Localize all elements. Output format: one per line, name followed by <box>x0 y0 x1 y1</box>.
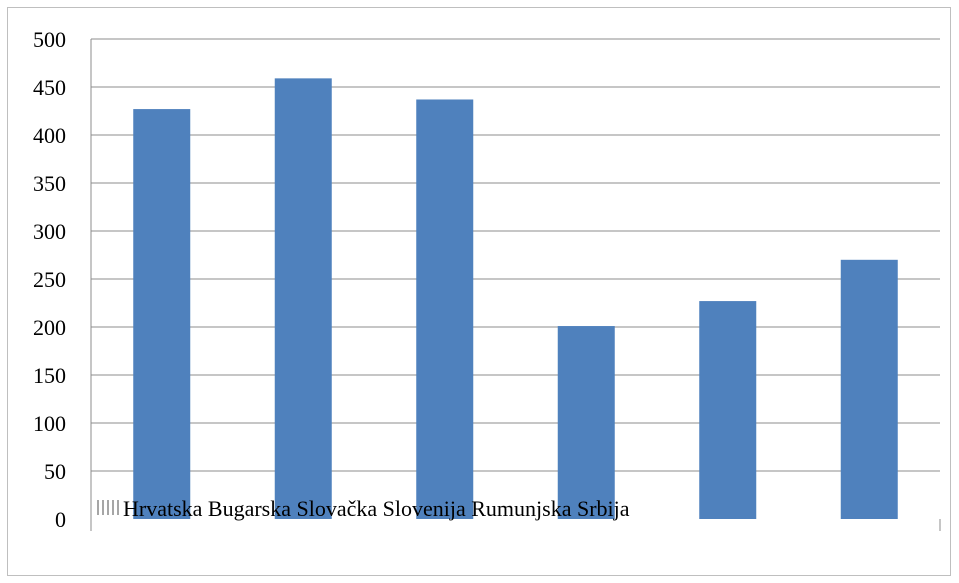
y-tick-label-0: 0 <box>55 507 66 532</box>
y-tick-label-350: 350 <box>33 171 66 196</box>
gridlines <box>91 38 940 472</box>
y-tick-label-50: 50 <box>44 459 66 484</box>
y-tick-label-400: 400 <box>33 123 66 148</box>
y-tick-label-300: 300 <box>33 219 66 244</box>
y-tick-label-100: 100 <box>33 411 66 436</box>
bar-slovačka <box>416 99 474 519</box>
y-tick-label-450: 450 <box>33 75 66 100</box>
axes <box>90 39 941 531</box>
category-labels-text: Hrvatska Bugarska Slovačka Slovenija Rum… <box>123 496 630 521</box>
bar-bugarska <box>274 78 332 520</box>
y-tick-label-500: 500 <box>33 27 66 52</box>
bar-rumunjska <box>699 301 757 519</box>
bar-srbija <box>840 259 898 519</box>
category-labels: Hrvatska Bugarska Slovačka Slovenija Rum… <box>123 496 630 521</box>
bar-hrvatska <box>133 109 191 519</box>
bar-slovenija <box>557 326 615 519</box>
y-tick-label-250: 250 <box>33 267 66 292</box>
y-tick-label-150: 150 <box>33 363 66 388</box>
y-tick-labels: 0 50 100 150 200 250 300 350 400 450 500 <box>33 27 66 532</box>
y-tick-label-200: 200 <box>33 315 66 340</box>
bars <box>133 78 898 520</box>
